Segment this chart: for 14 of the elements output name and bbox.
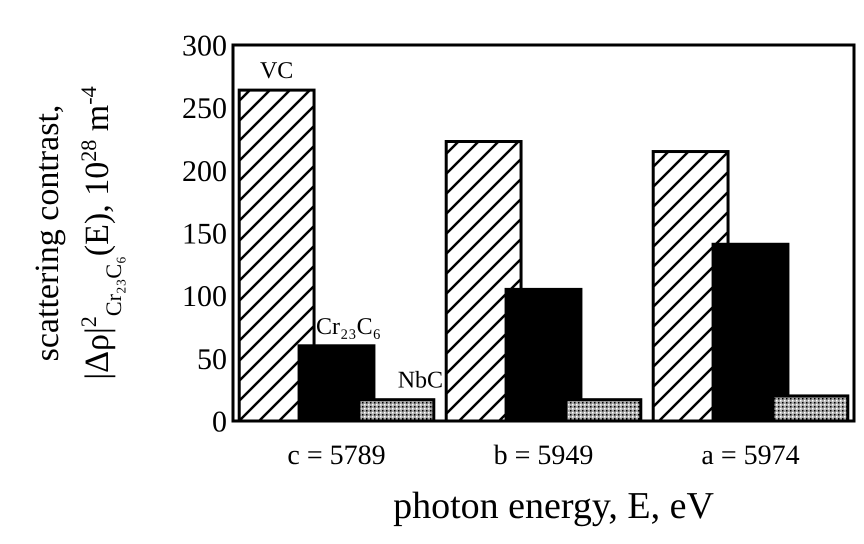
x-tick-label: a = 5974: [701, 440, 800, 471]
series-label: NbC: [398, 368, 444, 394]
y-tick-label: 300: [182, 30, 227, 62]
series-label: Cr₂₃C₆: [316, 314, 382, 340]
x-tick-label: c = 5789: [287, 440, 386, 471]
x-axis-title: photon energy, E, eV: [393, 485, 714, 527]
series-label: VC: [260, 58, 294, 84]
y-tick-label: 250: [182, 92, 227, 126]
x-tick-label: b = 5949: [494, 440, 594, 471]
y-tick-label: 50: [197, 342, 227, 376]
y-tick-label: 100: [182, 280, 227, 314]
y-tick-label: 200: [182, 154, 227, 188]
y-tick-label: 0: [212, 406, 227, 438]
y-tick-label: 150: [182, 218, 227, 250]
